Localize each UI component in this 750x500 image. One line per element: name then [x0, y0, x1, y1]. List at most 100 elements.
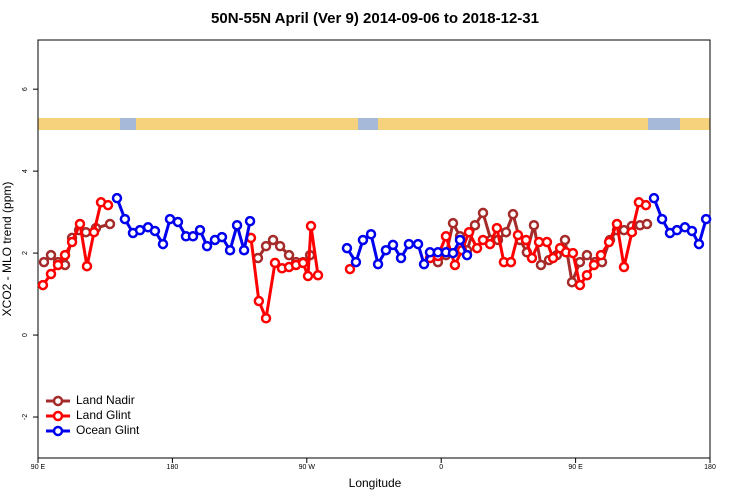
data-point [559, 234, 571, 246]
map-strip [38, 118, 710, 130]
data-point [505, 256, 517, 268]
data-point [588, 259, 600, 271]
data-point [477, 207, 489, 219]
data-point [45, 268, 57, 280]
data-point [626, 226, 638, 238]
data-point [312, 269, 324, 281]
map-land [136, 118, 358, 130]
data-point [269, 257, 281, 269]
data-point [528, 219, 540, 231]
data-point [700, 213, 712, 225]
data-point [350, 256, 362, 268]
y-axis-label: XCO2 - MLO trend (ppm) [0, 182, 14, 317]
data-point [641, 218, 653, 230]
data-point [216, 231, 228, 243]
data-point [432, 247, 444, 258]
data-point [344, 263, 356, 275]
data-point [500, 226, 512, 238]
data-point [618, 261, 630, 273]
data-point [471, 242, 483, 254]
data-point [507, 208, 519, 220]
y-tick-label: 4 [22, 169, 29, 173]
x-tick-label: 180 [167, 464, 179, 471]
data-point [88, 226, 100, 238]
data-point [461, 249, 473, 261]
map-land [378, 118, 648, 130]
data-point [484, 238, 496, 250]
data-point [66, 236, 78, 248]
data-point [305, 220, 317, 232]
data-point [535, 259, 547, 271]
data-point [541, 236, 553, 248]
data-point [469, 219, 481, 231]
data-point [365, 228, 377, 240]
data-point [157, 238, 169, 250]
y-tick-label: -2 [22, 414, 29, 420]
y-tick-label: 6 [22, 87, 29, 91]
data-point [418, 258, 430, 270]
x-axis-label: Longitude [349, 476, 402, 490]
data-point [260, 240, 272, 252]
data-point [111, 192, 123, 204]
data-point [253, 295, 265, 307]
data-point [693, 238, 705, 250]
y-tick-label: 2 [22, 251, 29, 255]
data-point [244, 215, 256, 227]
data-point [267, 234, 279, 246]
data-point [686, 225, 698, 237]
legend-label: Ocean Glint [76, 423, 140, 437]
data-point [172, 216, 184, 228]
legend-label: Land Glint [76, 408, 131, 422]
x-tick-label: 90 E [31, 464, 46, 471]
data-point [403, 238, 415, 250]
data-point [412, 238, 424, 250]
data-point [603, 236, 615, 248]
data-point [656, 213, 668, 225]
data-point [224, 244, 236, 256]
y-tick-label: 0 [22, 333, 29, 337]
data-point [187, 231, 199, 242]
data-point [454, 234, 466, 246]
data-point [302, 270, 314, 282]
map-land [38, 118, 120, 130]
data-point [357, 234, 369, 246]
data-point [449, 259, 461, 271]
data-point [297, 257, 309, 269]
data-point [380, 244, 392, 256]
data-point [387, 239, 399, 251]
data-point [260, 313, 272, 324]
data-point [547, 252, 559, 264]
data-point [395, 252, 407, 264]
x-tick-label: 90 W [299, 464, 316, 471]
data-point [283, 249, 295, 261]
data-point [274, 240, 286, 252]
data-point [119, 213, 131, 225]
data-point [81, 260, 93, 272]
data-point [59, 249, 71, 261]
data-point [648, 192, 660, 204]
data-point [74, 218, 86, 230]
data-point [595, 249, 607, 261]
legend-marker [52, 425, 64, 437]
data-point [611, 218, 623, 230]
data-point [201, 240, 213, 252]
data-point [37, 279, 49, 291]
data-point [45, 249, 57, 261]
data-point [440, 231, 452, 242]
data-point [38, 256, 50, 268]
data-point [581, 249, 593, 261]
data-point [447, 217, 459, 229]
data-point [526, 252, 538, 264]
data-point [463, 226, 475, 238]
data-point [567, 247, 579, 259]
x-tick-label: 0 [439, 464, 443, 471]
data-point [372, 258, 384, 270]
data-point [104, 218, 116, 230]
data-point [574, 256, 586, 268]
plot-frame [37, 39, 711, 459]
x-tick-label: 180 [704, 464, 716, 471]
data-point [238, 244, 250, 256]
data-point [134, 224, 146, 236]
data-point [102, 199, 114, 211]
